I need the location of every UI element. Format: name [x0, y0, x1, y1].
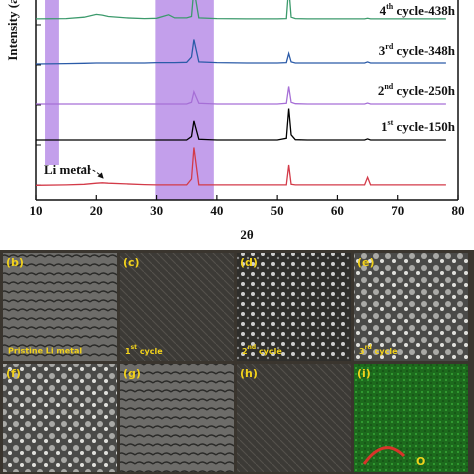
- x-tick-label: 70: [391, 203, 404, 218]
- panel-caption: 1st cycle: [125, 344, 163, 356]
- panel-caption-suffix-sup: nd: [248, 344, 257, 351]
- series-label: 3rd cycle-348h: [379, 42, 456, 58]
- series-label-suffix-sup: rd: [385, 42, 394, 51]
- panel-caption-number: 2: [242, 347, 248, 356]
- series-label-number: 1: [381, 119, 388, 134]
- series-label: 4th cycle-438h: [380, 2, 456, 18]
- sem-image: [237, 364, 351, 472]
- series-label-text: cycle-250h: [393, 83, 456, 98]
- highlight-band: [45, 0, 59, 165]
- panel-label: (c): [123, 256, 140, 269]
- xrd-trace: [36, 86, 446, 105]
- panel-caption-suffix-sup: rd: [365, 344, 372, 351]
- panel-caption-suffix-sup: st: [131, 344, 138, 351]
- x-axis-label: 2θ: [240, 227, 254, 242]
- panel-label: (f): [6, 367, 21, 380]
- series-label-number: 3: [379, 43, 386, 58]
- series-label: 1st cycle-150h: [381, 118, 456, 134]
- panel-caption: Pristine Li metal: [8, 347, 82, 356]
- series-label-suffix-sup: nd: [384, 82, 393, 91]
- sem-image: [354, 253, 468, 361]
- series-label-text: cycle-438h: [393, 3, 456, 18]
- sem-panels: (b) Pristine Li metal (c) 1st cycle (d) 2nd c…: [3, 253, 468, 472]
- xrd-chart: 10 20 30 40 50 60 70 80 4th cycle-438h 3rd cycle-…: [30, 0, 465, 218]
- sem-image: [3, 253, 117, 361]
- xrd-trace: [35, 39, 446, 65]
- panel-caption-text: cycle: [372, 347, 398, 356]
- xrd-trace: [35, 147, 446, 186]
- panel-caption-text: cycle: [256, 347, 282, 356]
- series-label-suffix-sup: st: [387, 118, 393, 127]
- x-tick-label: 20: [90, 203, 103, 218]
- panel-caption-number: 3: [359, 347, 365, 356]
- x-tick-label: 80: [452, 203, 465, 218]
- highlight-band: [155, 0, 214, 200]
- panel-caption-number: 1: [125, 347, 131, 356]
- series-label: Li metal: [44, 162, 91, 177]
- arrow-icon: [362, 446, 406, 465]
- element-label: O: [416, 455, 425, 468]
- xrd-trace: [36, 108, 446, 141]
- y-axis-label: Intensity (a.u.): [5, 0, 20, 61]
- x-tick-label: 60: [331, 203, 344, 218]
- panel-label: (h): [240, 367, 258, 380]
- panel-caption-text: cycle: [137, 347, 163, 356]
- panel-label: (e): [357, 256, 375, 269]
- panel-label: (i): [357, 367, 371, 380]
- panel-caption: 2nd cycle: [242, 344, 282, 356]
- sem-image: [120, 364, 234, 472]
- panel-label: (g): [123, 367, 141, 380]
- panel-label: (b): [6, 256, 24, 269]
- series-label-suffix-sup: th: [386, 2, 394, 11]
- series-label-number: 2: [378, 83, 385, 98]
- series-label-number: 4: [380, 3, 387, 18]
- sem-image: [3, 364, 117, 472]
- x-tick-label: 10: [30, 203, 43, 218]
- annotation-arrow: [77, 167, 104, 179]
- panel-caption: 3rd cycle: [359, 344, 398, 356]
- x-tick-label: 40: [210, 203, 223, 218]
- series-label-text: cycle-150h: [393, 119, 456, 134]
- series-label: 2nd cycle-250h: [378, 82, 456, 98]
- x-tick-label: 50: [271, 203, 284, 218]
- series-label-text: cycle-348h: [393, 43, 456, 58]
- sem-image: [120, 253, 234, 361]
- x-tick-label: 30: [150, 203, 163, 218]
- sem-image: [237, 253, 351, 361]
- xrd-trace: [35, 0, 446, 20]
- panel-label: (d): [240, 256, 258, 269]
